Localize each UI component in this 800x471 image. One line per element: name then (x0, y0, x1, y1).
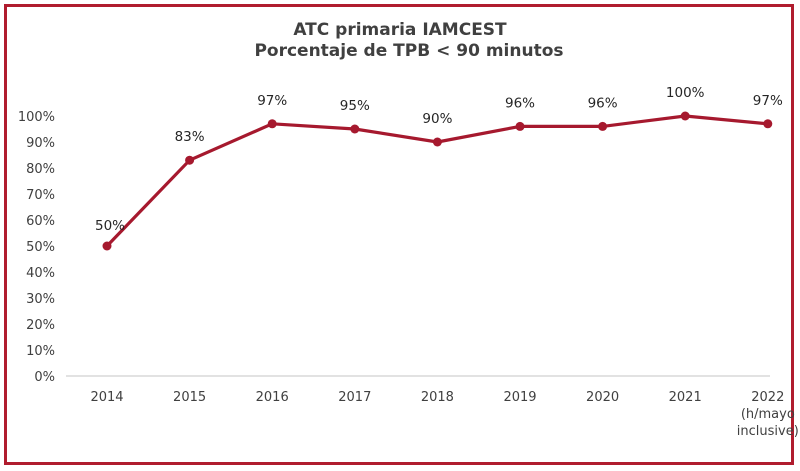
y-tick-label: 0% (34, 370, 55, 385)
y-tick-label: 100% (18, 110, 55, 125)
chart-frame (4, 4, 794, 465)
x-tick-label: 2014 (90, 390, 123, 405)
data-label: 97% (257, 93, 287, 109)
y-tick-label: 30% (26, 292, 55, 307)
x-tick-label: 2020 (586, 390, 619, 405)
y-tick-label: 60% (26, 214, 55, 229)
data-label: 96% (505, 95, 535, 111)
data-label: 90% (422, 111, 452, 127)
y-tick-label: 70% (26, 188, 55, 203)
data-point-marker (763, 119, 773, 129)
data-point-marker (598, 121, 608, 131)
x-tick-label: 2017 (338, 390, 371, 405)
data-label: 83% (175, 129, 205, 145)
data-point-marker (680, 111, 690, 121)
chart-title-line2: Porcentaje de TPB < 90 minutos (254, 41, 564, 61)
data-labels: 50% 83% 97% 95% 90% 96% 96% 100% 97% (95, 85, 783, 234)
y-tick-label: 20% (26, 318, 55, 333)
data-label: 97% (753, 93, 783, 109)
x-axis: 2014 2015 2016 2017 2018 2019 2020 2021 2022 (h/m… (90, 390, 798, 439)
x-tick-label: 2015 (173, 390, 206, 405)
chart-title: ATC primaria IAMCEST Porcentaje de TPB <… (0, 20, 800, 62)
y-axis: 0% 10% 20% 30% 40% 50% 60% 70% 80% 90% 100% (18, 110, 55, 385)
data-label: 96% (588, 95, 618, 111)
y-tick-label: 90% (26, 136, 55, 151)
series-line (105, 114, 768, 248)
chart-title-line1: ATC primaria IAMCEST (293, 20, 507, 40)
x-tick-label: 2019 (503, 390, 536, 405)
data-point-marker (350, 124, 360, 134)
data-point-marker (432, 137, 442, 147)
y-tick-label: 50% (26, 240, 55, 255)
x-tick-label: 2022 (h/mayo inclusive) (737, 390, 799, 439)
data-label: 100% (666, 85, 705, 101)
x-tick-label: 2021 (669, 390, 702, 405)
data-point-marker (515, 121, 525, 131)
data-point-marker (267, 119, 277, 129)
y-tick-label: 80% (26, 162, 55, 177)
y-tick-label: 10% (26, 344, 55, 359)
data-point-marker (102, 241, 112, 251)
y-tick-label: 40% (26, 266, 55, 281)
data-label: 95% (340, 98, 370, 114)
data-point-marker (185, 155, 195, 165)
data-markers (102, 111, 773, 251)
x-tick-label: 2016 (256, 390, 289, 405)
data-label: 50% (95, 218, 125, 234)
x-tick-label: 2018 (421, 390, 454, 405)
